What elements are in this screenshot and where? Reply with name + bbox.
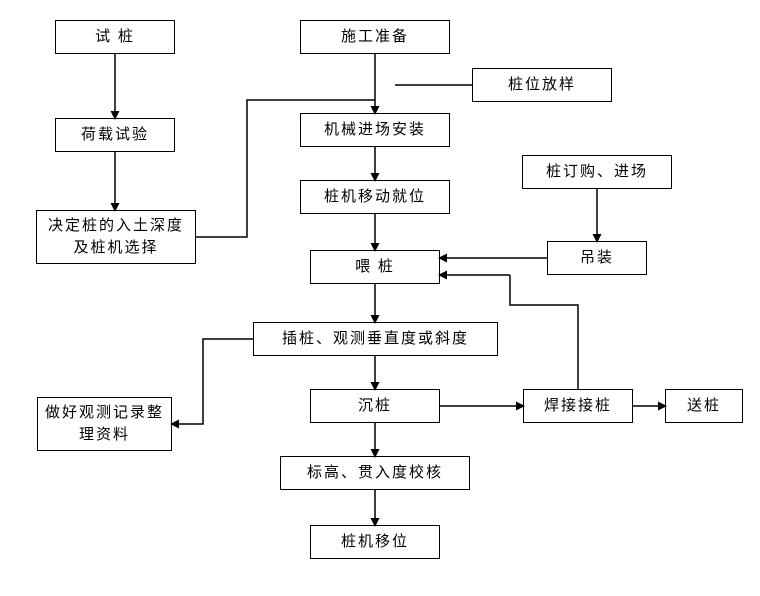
node-label: 荷载试验 (81, 124, 149, 147)
node-label: 机械进场安装 (324, 119, 426, 142)
node-label: 送桩 (687, 395, 721, 418)
node-machine-install: 机械进场安装 (300, 113, 450, 147)
node-insert: 插桩、观测垂直度或斜度 (253, 322, 498, 356)
node-label: 桩机移位 (341, 531, 409, 554)
node-relocate: 桩机移位 (310, 525, 440, 559)
node-label: 吊装 (580, 247, 614, 270)
node-label: 决定桩的入土深度及桩机选择 (43, 215, 189, 260)
node-label: 做好观测记录整理资料 (44, 402, 165, 447)
node-sink: 沉桩 (310, 389, 440, 423)
node-observe-record: 做好观测记录整理资料 (37, 397, 172, 451)
node-pile-order: 桩订购、进场 (522, 155, 672, 189)
node-label: 标高、贯入度校核 (307, 462, 443, 485)
node-label: 施工准备 (341, 26, 409, 49)
node-machine-move: 桩机移动就位 (300, 180, 450, 214)
node-weld: 焊接接桩 (523, 389, 633, 423)
node-label: 桩机移动就位 (324, 186, 426, 209)
node-construct-prep: 施工准备 (300, 20, 450, 54)
node-feed-pile: 喂 桩 (310, 250, 440, 284)
node-depth-decide: 决定桩的入土深度及桩机选择 (36, 210, 196, 264)
flowchart-connectors (0, 0, 760, 596)
node-test-pile: 试 桩 (55, 20, 175, 54)
node-label: 桩订购、进场 (546, 161, 648, 184)
node-label: 桩位放样 (508, 74, 576, 97)
node-pile-layout: 桩位放样 (472, 68, 612, 102)
node-load-test: 荷载试验 (55, 118, 175, 152)
node-label: 焊接接桩 (544, 395, 612, 418)
node-label: 插桩、观测垂直度或斜度 (282, 328, 469, 351)
node-hoist: 吊装 (547, 241, 647, 275)
node-label: 试 桩 (95, 26, 135, 49)
node-check: 标高、贯入度校核 (280, 456, 470, 490)
node-send: 送桩 (665, 389, 743, 423)
node-label: 沉桩 (358, 395, 392, 418)
node-label: 喂 桩 (355, 256, 395, 279)
